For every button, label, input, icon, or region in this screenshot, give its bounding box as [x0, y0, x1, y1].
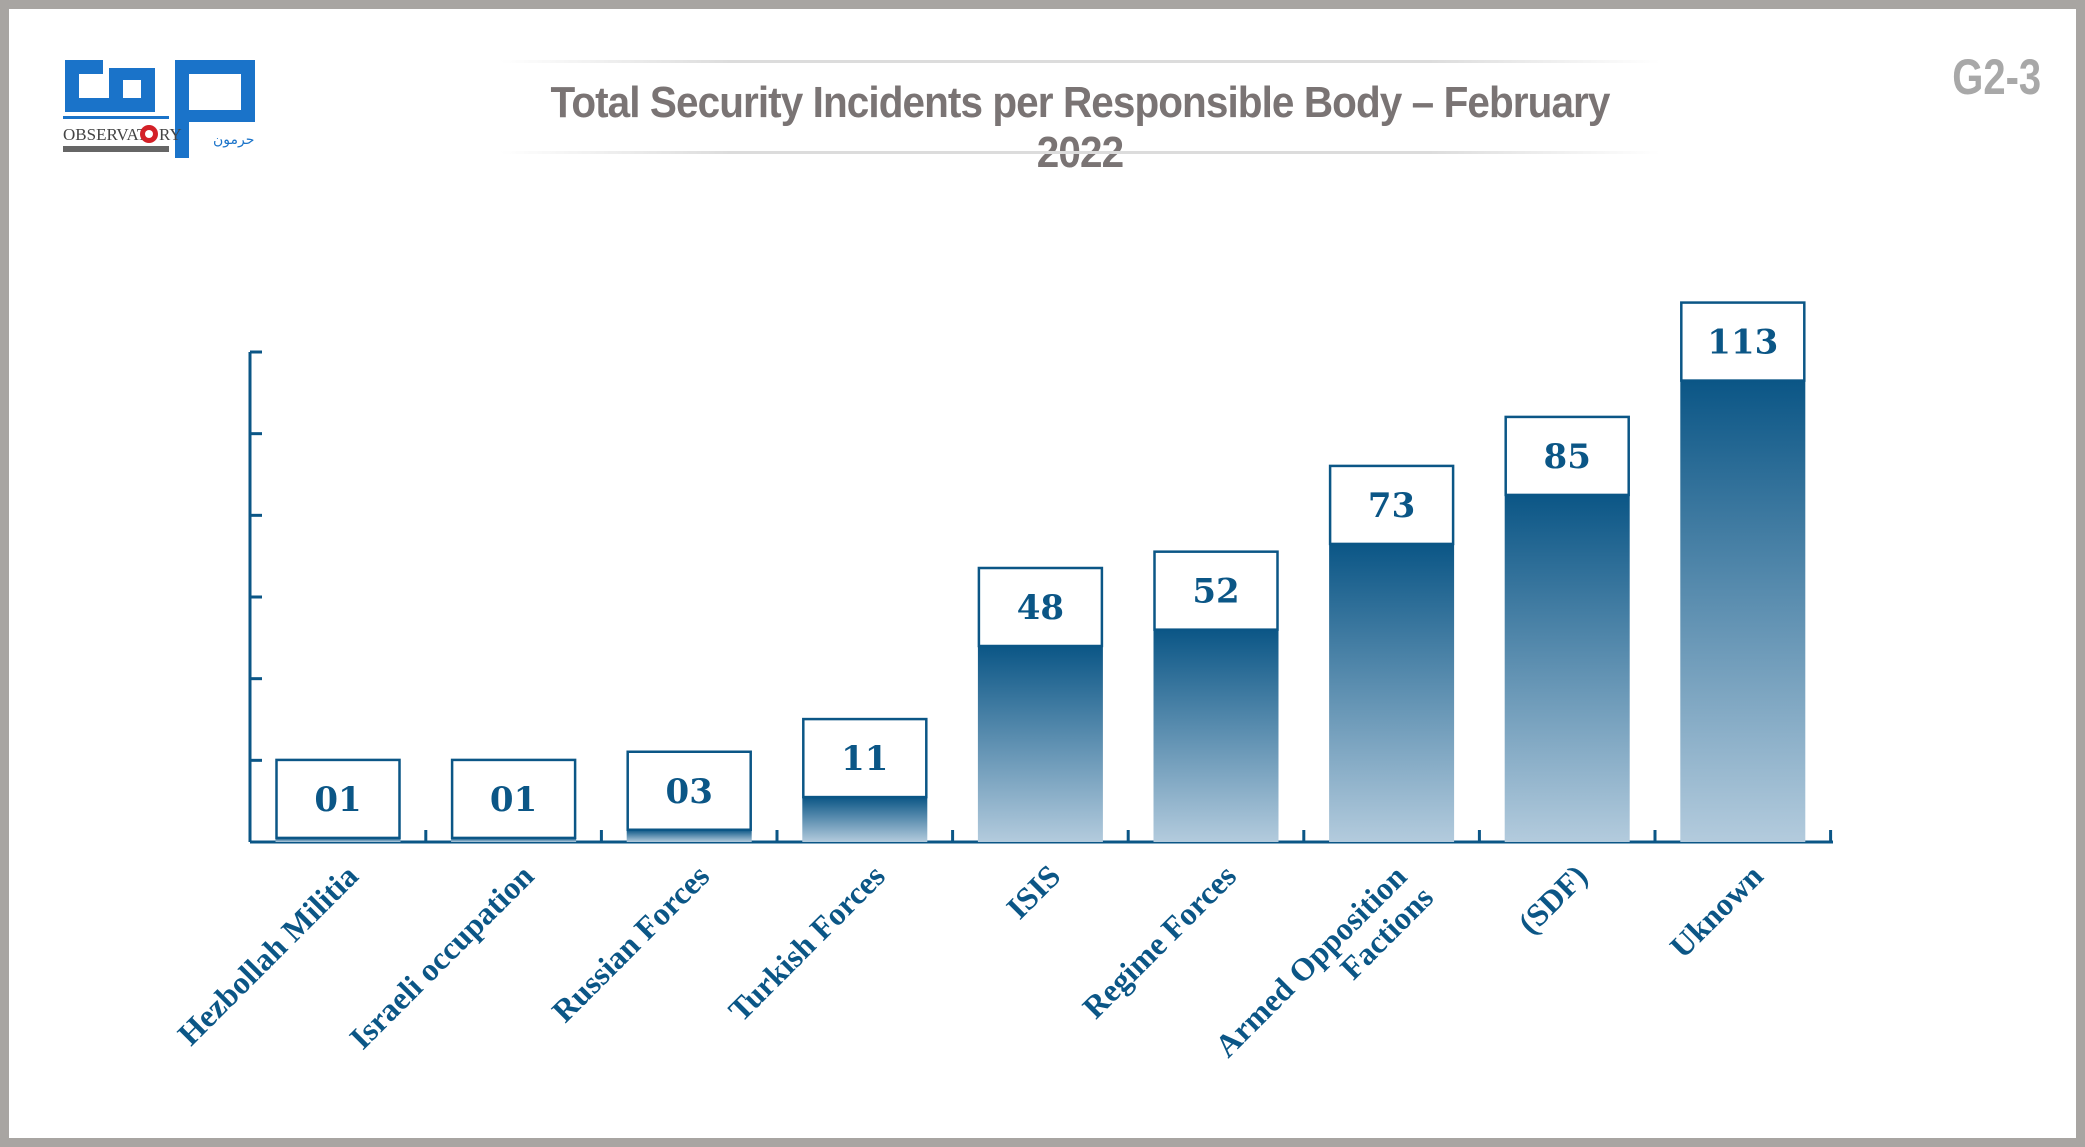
x-tick-label: Turkish Forces [721, 857, 892, 1028]
bar [1680, 380, 1806, 842]
data-label: 48 [1017, 588, 1064, 628]
data-label-box [1680, 301, 1806, 382]
observatory-logo: OBSERVAT RY حرمون [63, 58, 258, 158]
chart-title-block: Total Security Incidents per Responsible… [500, 60, 1660, 177]
bar [977, 646, 1103, 842]
title-rule-top [500, 60, 1660, 63]
x-tick-label-line: Regime Forces [1075, 857, 1243, 1025]
svg-text:حرمون: حرمون [213, 132, 254, 148]
data-label: 113 [1707, 323, 1778, 363]
data-label: 85 [1544, 437, 1591, 477]
data-label: 73 [1368, 486, 1415, 526]
data-label: 11 [841, 739, 888, 779]
title-rule-bottom [500, 151, 1660, 154]
x-tick-label: Armed OppositionFactions [1208, 855, 1440, 1087]
bar [275, 837, 401, 842]
bar [1153, 629, 1279, 842]
data-label-box [802, 717, 928, 799]
data-label: 01 [490, 780, 537, 820]
x-tick-label: Uknown [1663, 857, 1770, 964]
bar [1329, 543, 1455, 842]
data-label-box [1328, 464, 1455, 546]
x-tick-label: ISIS [999, 857, 1067, 925]
x-tick-label-line: ISIS [999, 857, 1067, 925]
x-tick-label: Hezbollah Militia [170, 857, 365, 1052]
x-tick-label-line: Turkish Forces [721, 857, 892, 1028]
x-tick-label-line: Russian Forces [545, 857, 716, 1028]
x-tick-label: Regime Forces [1075, 857, 1243, 1025]
x-tick-label-line: Hezbollah Militia [170, 857, 365, 1052]
x-tick-label: (SDF) [1511, 857, 1594, 940]
data-label-box [450, 758, 577, 840]
chart-title: Total Security Incidents per Responsible… [550, 78, 1611, 177]
x-tick-label: Russian Forces [545, 857, 716, 1028]
x-tick-label-line: (SDF) [1511, 857, 1594, 940]
data-label-box [1504, 415, 1630, 497]
svg-text:RY: RY [159, 125, 182, 144]
x-tick-label: Israeli occupation [342, 857, 540, 1055]
bar [451, 837, 577, 842]
data-label: 01 [314, 780, 361, 820]
data-label-box [1153, 550, 1279, 631]
bar [1504, 494, 1630, 842]
x-tick-label-line: Uknown [1663, 857, 1770, 964]
data-label-box [977, 566, 1104, 648]
data-label-box [626, 750, 752, 831]
svg-text:OBSERVAT: OBSERVAT [63, 125, 148, 144]
figure-code: G2-3 [1952, 49, 2041, 105]
data-label: 52 [1192, 572, 1239, 612]
data-label-box [275, 758, 401, 840]
bar [802, 797, 928, 842]
data-label: 03 [666, 772, 713, 812]
x-tick-label-line: Israeli occupation [342, 857, 540, 1055]
bar [626, 829, 752, 842]
